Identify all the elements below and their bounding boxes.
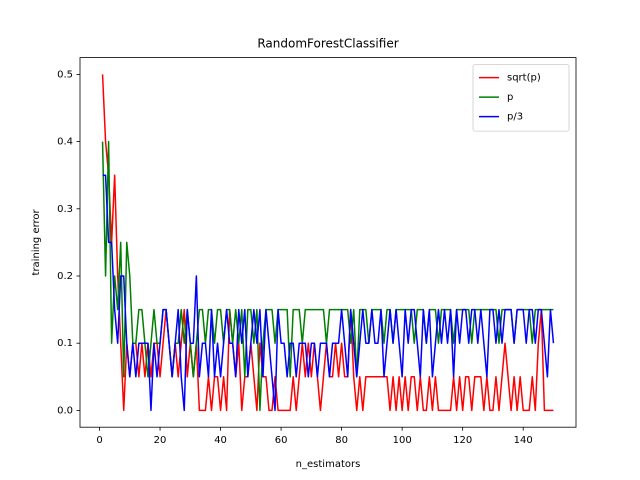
legend-label: p bbox=[507, 92, 513, 103]
legend-box bbox=[472, 64, 570, 132]
x-tick-label: 80 bbox=[335, 435, 348, 446]
y-axis-label: training error bbox=[31, 208, 42, 275]
plot-frame bbox=[79, 57, 577, 428]
y-tick-label: 0.4 bbox=[57, 137, 73, 148]
series-line bbox=[102, 174, 555, 412]
x-tick-label: 120 bbox=[453, 435, 472, 446]
y-tick-label: 0.3 bbox=[57, 204, 73, 215]
x-tick-label: 60 bbox=[275, 435, 288, 446]
y-tick-label: 0.2 bbox=[57, 271, 73, 282]
x-tick-label: 0 bbox=[96, 435, 102, 446]
x-tick-label: 20 bbox=[154, 435, 167, 446]
y-tick-label: 0.5 bbox=[57, 69, 73, 80]
y-tick-label: 0.1 bbox=[57, 338, 73, 349]
series-line bbox=[101, 140, 554, 412]
legend-label: p/3 bbox=[507, 112, 523, 123]
y-tick-label: 0.0 bbox=[57, 405, 73, 416]
x-tick-label: 100 bbox=[393, 435, 412, 446]
x-tick-label: 140 bbox=[514, 435, 533, 446]
chart-title: RandomForestClassifier bbox=[257, 37, 398, 51]
x-axis-label: n_estimators bbox=[296, 459, 361, 470]
legend-label: sqrt(p) bbox=[507, 73, 541, 84]
x-tick-label: 40 bbox=[214, 435, 227, 446]
